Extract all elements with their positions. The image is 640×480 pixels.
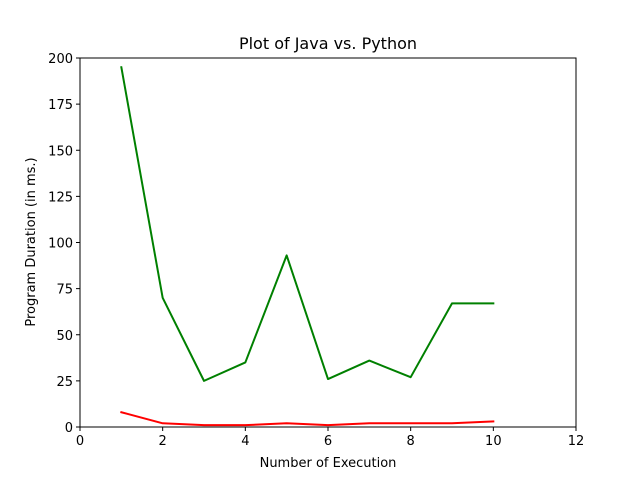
- y-tick-label: 125: [48, 190, 73, 205]
- y-axis-ticks: 0 25 50 75 100 125 150 175 200: [48, 52, 80, 436]
- x-tick-label: 2: [159, 434, 167, 449]
- x-tick-label: 8: [407, 434, 415, 449]
- y-tick-label: 150: [48, 144, 73, 159]
- x-tick-label: 4: [241, 434, 249, 449]
- y-tick-label: 175: [48, 98, 73, 113]
- x-axis-label: Number of Execution: [260, 456, 397, 471]
- y-tick-label: 100: [48, 237, 73, 252]
- x-tick-label: 0: [76, 434, 84, 449]
- x-tick-label: 6: [324, 434, 332, 449]
- y-tick-label: 0: [65, 421, 73, 436]
- x-tick-label: 10: [485, 434, 502, 449]
- series-line-1: [120, 66, 495, 382]
- x-tick-label: 12: [568, 434, 585, 449]
- y-tick-label: 50: [56, 329, 73, 344]
- chart-title: Plot of Java vs. Python: [239, 34, 417, 53]
- y-tick-label: 200: [48, 52, 73, 67]
- x-axis-ticks: 0 2 4 6 8 10 12: [76, 427, 584, 449]
- y-tick-label: 25: [56, 375, 73, 390]
- y-tick-label: 75: [56, 283, 73, 298]
- y-axis-label: Program Duration (in ms.): [24, 157, 39, 326]
- axes-frame: [79, 57, 577, 428]
- series-lines: [120, 66, 495, 427]
- series-line-2: [120, 411, 495, 427]
